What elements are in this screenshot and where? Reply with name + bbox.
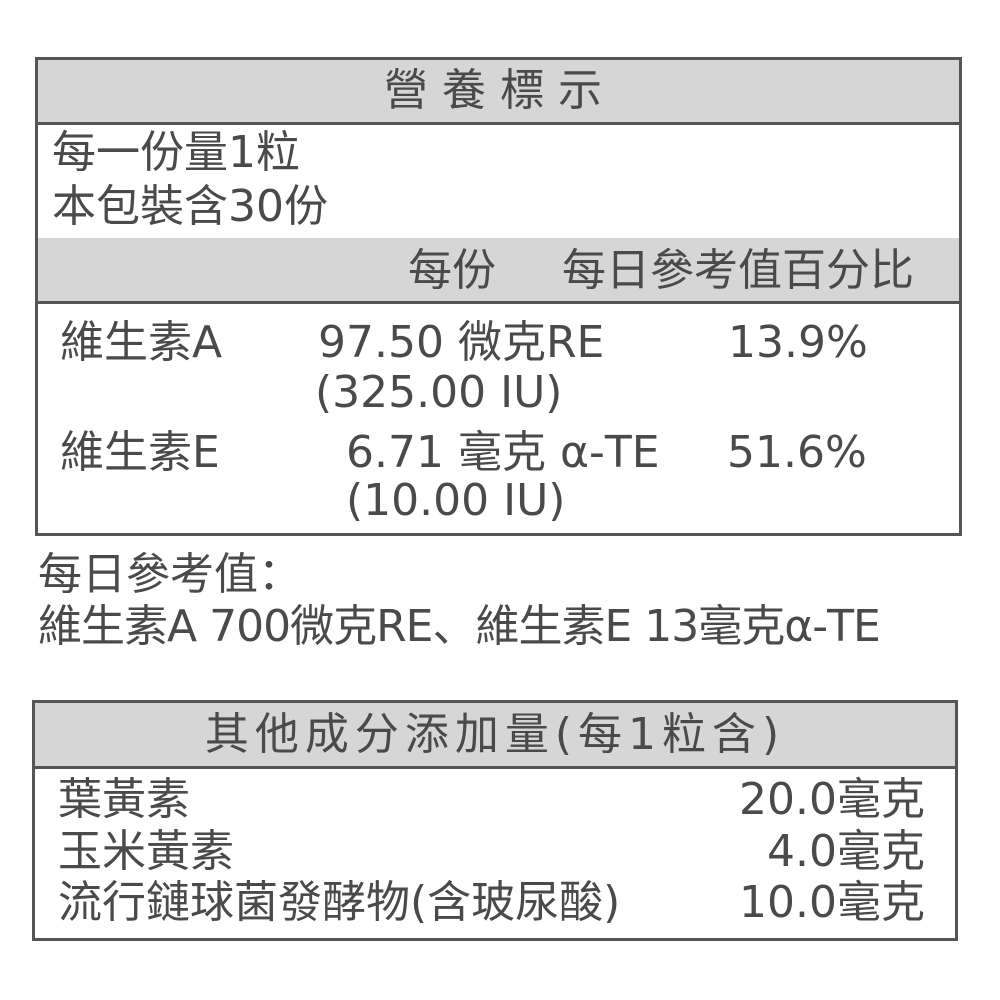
other-box xyxy=(32,700,958,941)
reference-text: 維生素A 700微克RE、維生素E 13毫克α-TE xyxy=(38,601,881,652)
title: 營養標示 xyxy=(384,65,616,116)
nutrient-amount-iu: (10.00 IU) xyxy=(346,475,566,526)
column-header: 每日參考值百分比 xyxy=(562,245,914,296)
nutrient-amount: 6.71 毫克 α-TE xyxy=(346,427,660,478)
ingredient-name: 流行鏈球菌發酵物(含玻尿酸) xyxy=(58,877,621,928)
ingredient-amount: 10.0毫克 xyxy=(739,877,925,928)
ingredient-name: 玉米黃素 xyxy=(58,826,234,877)
column-header: 每份 xyxy=(408,245,496,296)
nutrition-box xyxy=(35,57,962,536)
header-band xyxy=(38,238,959,304)
ingredient-amount: 4.0毫克 xyxy=(767,826,925,877)
ingredient-amount: 20.0毫克 xyxy=(739,774,925,825)
reference-title: 每日參考值： xyxy=(38,549,302,600)
serving-size: 每一份量1粒 xyxy=(52,127,300,178)
nutrient-amount: 97.50 微克RE xyxy=(318,317,605,368)
daily-value: 51.6% xyxy=(727,427,867,478)
daily-value: 13.9% xyxy=(728,317,868,368)
other-title: 其他成分添加量(每1粒含) xyxy=(204,709,786,760)
title-band xyxy=(38,60,959,125)
other-title-band xyxy=(35,703,955,769)
nutrient-amount-iu: (325.00 IU) xyxy=(315,367,563,418)
ingredient-name: 葉黃素 xyxy=(58,774,190,825)
servings-per-package: 本包裝含30份 xyxy=(52,181,328,232)
nutrient-name: 維生素A xyxy=(60,317,223,368)
nutrient-name: 維生素E xyxy=(60,427,220,478)
